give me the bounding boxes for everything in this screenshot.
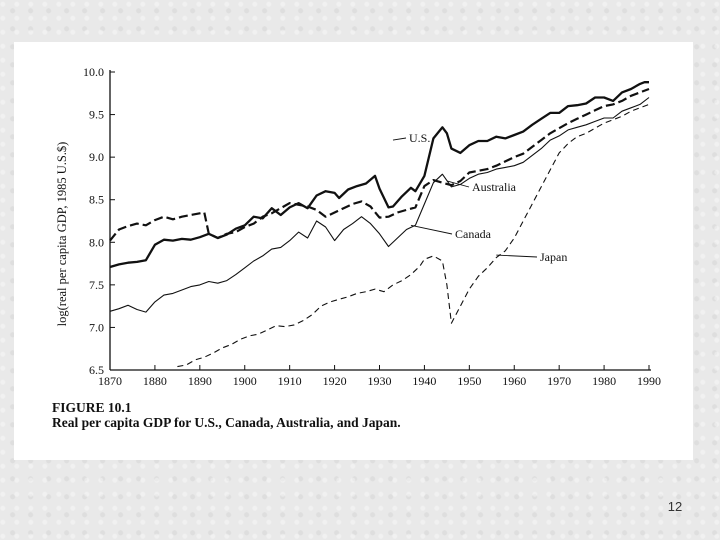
x-tick-label: 1900	[233, 374, 257, 388]
y-tick-label: 7.5	[89, 278, 104, 292]
y-tick-label: 8.5	[89, 193, 104, 207]
series-label-australia: Australia	[472, 180, 517, 194]
label-leader-canada	[410, 224, 453, 235]
series-line-canada	[109, 97, 650, 313]
label-leader-japan	[496, 254, 538, 258]
y-tick-label: 8.0	[89, 235, 104, 249]
gdp-line-chart: 6.5 7.0 7.5 8.0 8.5 9.0 9.5 10.0 1870 1880 1890 190…	[55, 65, 661, 388]
series-label-us: U.S.	[409, 131, 430, 145]
y-tick-label: 6.5	[89, 363, 104, 377]
x-tick-label: 1880	[143, 374, 167, 388]
x-tick-label: 1890	[188, 374, 212, 388]
x-tick-label: 1990	[637, 374, 661, 388]
chart-series	[109, 81, 650, 368]
x-tick-label: 1960	[502, 374, 526, 388]
figure-caption-label: FIGURE 10.1	[52, 400, 132, 415]
chart-annotations: U.S. Australia Canada Japan	[392, 131, 567, 264]
chart-axes: 6.5 7.0 7.5 8.0 8.5 9.0 9.5 10.0 1870 1880 1890 190…	[83, 65, 661, 388]
x-tick-label: 1980	[592, 374, 616, 388]
series-label-japan: Japan	[540, 250, 567, 264]
series-label-canada: Canada	[455, 227, 492, 241]
x-tick-label: 1950	[457, 374, 481, 388]
series-line-us	[109, 81, 649, 269]
label-leader-us	[392, 137, 407, 141]
label-leader-australia	[446, 180, 470, 188]
x-tick-label: 1920	[323, 374, 347, 388]
figure-panel: 6.5 7.0 7.5 8.0 8.5 9.0 9.5 10.0 1870 1880 1890 190…	[14, 42, 693, 460]
y-tick-label: 9.5	[89, 108, 104, 122]
x-tick-label: 1970	[547, 374, 571, 388]
x-tick-label: 1930	[368, 374, 392, 388]
x-tick-label: 1940	[412, 374, 436, 388]
y-tick-label: 10.0	[83, 65, 104, 79]
y-axis-label: log(real per capita GDP, 1985 U.S.$)	[55, 142, 69, 327]
figure-caption-text: Real per capita GDP for U.S., Canada, Au…	[52, 415, 401, 430]
x-tick-label: 1870	[98, 374, 122, 388]
y-tick-label: 9.0	[89, 150, 104, 164]
x-tick-label: 1910	[278, 374, 302, 388]
slide-number: 12	[667, 499, 683, 514]
y-tick-label: 7.0	[89, 320, 104, 334]
series-line-australia	[109, 87, 650, 242]
